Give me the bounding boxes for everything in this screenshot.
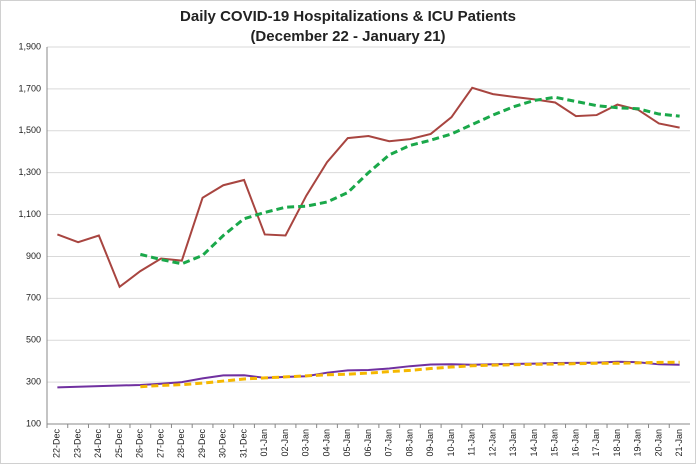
x-tick-label: 23-Dec [72,429,82,459]
x-tick-label: 04-Jan [321,429,331,457]
x-tick-label: 25-Dec [114,429,124,459]
x-tick-label: 07-Jan [384,429,394,457]
y-tick-label: 300 [26,376,41,386]
x-tick-label: 03-Jan [301,429,311,457]
x-tick-label: 22-Dec [52,429,62,459]
x-tick-label: 27-Dec [155,429,165,459]
x-tick-label: 26-Dec [135,429,145,459]
x-tick-label: 21-Jan [674,429,684,457]
x-tick-label: 01-Jan [259,429,269,457]
x-tick-label: 06-Jan [363,429,373,457]
x-tick-label: 08-Jan [404,429,414,457]
y-tick-label: 1,700 [18,83,41,93]
y-tick-label: 700 [26,293,41,303]
x-tick-label: 02-Jan [280,429,290,457]
chart-subtitle: (December 22 - January 21) [250,28,445,45]
x-tick-label: 09-Jan [425,429,435,457]
series-line [139,95,680,266]
x-tick-label: 12-Jan [487,429,497,457]
y-tick-label: 1,100 [18,209,41,219]
x-tick-label: 17-Jan [591,429,601,457]
x-tick-label: 16-Jan [570,429,580,457]
x-tick-label: 20-Jan [653,429,663,457]
x-tick-label: 10-Jan [446,429,456,457]
y-tick-label: 900 [26,251,41,261]
y-tick-label: 1,900 [18,41,41,51]
series-line [57,86,680,289]
x-tick-label: 15-Jan [550,429,560,457]
y-tick-label: 1,500 [18,125,41,135]
y-tick-label: 1,300 [18,167,41,177]
x-tick-label: 19-Jan [633,429,643,457]
x-tick-label: 13-Jan [508,429,518,457]
x-tick-label: 24-Dec [93,429,103,459]
chart-title: Daily COVID-19 Hospitalizations & ICU Pa… [180,8,516,25]
x-tick-label: 30-Dec [218,429,228,459]
x-tick-label: 11-Jan [467,429,477,456]
x-tick-label: 29-Dec [197,429,207,459]
series-line [140,360,680,389]
x-tick-label: 18-Jan [612,429,622,457]
y-tick-label: 100 [26,418,41,428]
series-line [57,360,680,389]
x-tick-label: 28-Dec [176,429,186,459]
x-tick-label: 31-Dec [238,429,248,459]
x-tick-label: 05-Jan [342,429,352,457]
x-tick-label: 14-Jan [529,429,539,457]
y-tick-label: 500 [26,335,41,345]
